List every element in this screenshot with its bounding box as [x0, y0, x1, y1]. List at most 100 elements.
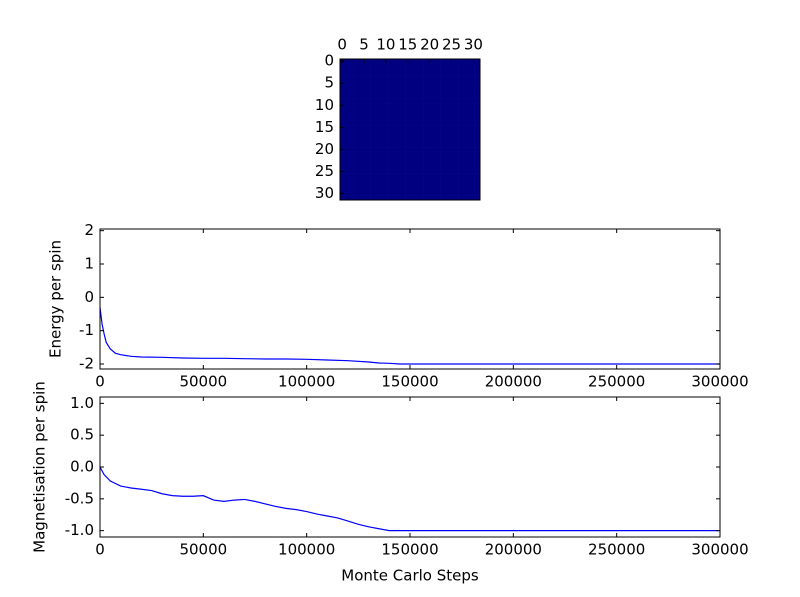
cell [458, 147, 463, 152]
cell [458, 173, 463, 179]
cell [401, 160, 406, 166]
cell [431, 116, 437, 121]
cell [353, 103, 358, 108]
cell [392, 59, 398, 64]
cell [401, 169, 406, 174]
cell [414, 182, 420, 188]
cell [410, 107, 415, 113]
cell [388, 72, 393, 77]
cell [375, 107, 380, 113]
cell [449, 151, 455, 157]
cell [375, 76, 380, 82]
cell [453, 182, 459, 188]
y-tick-label: 25 [315, 162, 334, 180]
cell [353, 89, 358, 95]
cell [340, 98, 345, 104]
cell [466, 142, 472, 148]
cell [388, 186, 393, 192]
cell [379, 191, 385, 196]
cell [449, 191, 455, 196]
cell [436, 147, 441, 152]
cell [375, 142, 380, 148]
cell [436, 63, 441, 69]
cell [401, 67, 406, 73]
cell [436, 98, 441, 104]
cell [475, 133, 481, 139]
cell [401, 195, 406, 201]
cell [423, 173, 428, 179]
cell [401, 138, 406, 144]
cell [445, 169, 450, 174]
y-tick-label: -1.0 [65, 521, 94, 539]
cell [361, 67, 367, 73]
cell [353, 191, 358, 196]
cell [414, 98, 420, 104]
cell [405, 107, 411, 113]
cell [388, 59, 393, 64]
cell [427, 107, 433, 113]
cell [423, 186, 428, 192]
cell [375, 85, 380, 91]
cell [375, 120, 380, 126]
cell [396, 81, 402, 86]
cell [423, 120, 428, 126]
cell [410, 173, 415, 179]
cell [370, 142, 376, 148]
cell [462, 138, 468, 144]
cell [427, 151, 433, 157]
cell [410, 164, 415, 170]
cell [414, 151, 420, 157]
cell [431, 169, 437, 174]
cell [449, 81, 455, 86]
cell [383, 72, 389, 77]
cell [401, 147, 406, 152]
cell [431, 164, 437, 170]
cell [396, 164, 402, 170]
cell [436, 116, 441, 121]
cell [440, 191, 446, 196]
cell [357, 76, 363, 82]
cell [379, 76, 385, 82]
cell [466, 120, 472, 126]
cell [388, 182, 393, 188]
cell [458, 138, 463, 144]
cell [458, 111, 463, 117]
cell [405, 173, 411, 179]
cell [475, 155, 481, 161]
cell [361, 120, 367, 126]
cell [383, 191, 389, 196]
cell [458, 103, 463, 108]
x-tick-label: 15 [398, 36, 417, 54]
cell [414, 173, 420, 179]
cell [475, 116, 481, 121]
cell [453, 164, 459, 170]
cell [340, 76, 345, 82]
x-tick-label: 250000 [588, 541, 645, 559]
cell [471, 129, 476, 135]
cell [449, 195, 455, 201]
y-tick-label: 30 [315, 184, 334, 202]
cell [462, 177, 468, 183]
cell [462, 111, 468, 117]
cell [405, 111, 411, 117]
cell [414, 147, 420, 152]
cell [466, 160, 472, 166]
cell [445, 67, 450, 73]
cell [414, 164, 420, 170]
cell [458, 59, 463, 64]
cell [427, 125, 433, 130]
cell [440, 89, 446, 95]
cell [445, 85, 450, 91]
cell [392, 133, 398, 139]
cell [458, 85, 463, 91]
cell [344, 147, 350, 152]
cell [383, 125, 389, 130]
cell [462, 107, 468, 113]
cell [436, 120, 441, 126]
x-tick-label: 250000 [588, 373, 645, 391]
cell [392, 98, 398, 104]
cell [462, 98, 468, 104]
cell [436, 67, 441, 73]
cell [427, 76, 433, 82]
cell [462, 191, 468, 196]
